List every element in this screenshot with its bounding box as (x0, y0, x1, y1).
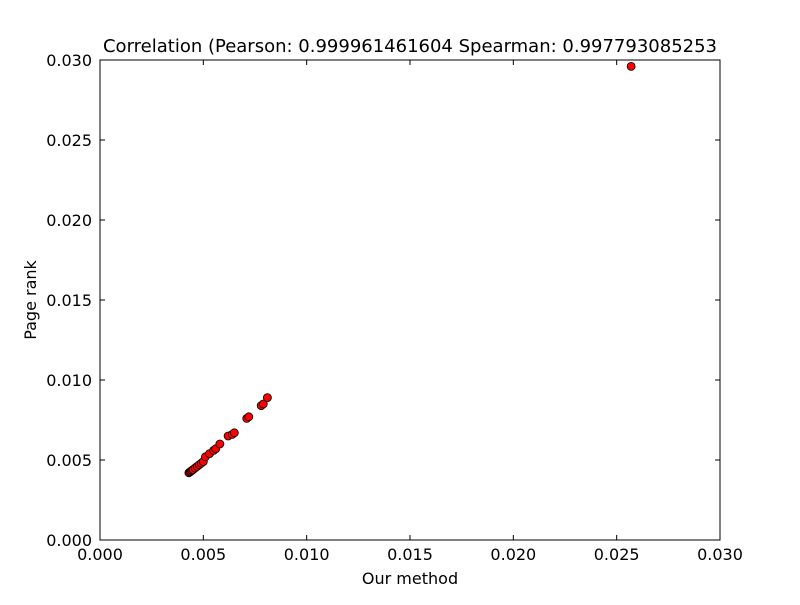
y-tick-label: 0.005 (46, 451, 92, 470)
y-tick-label: 0.020 (46, 211, 92, 230)
x-axis-label: Our method (362, 569, 458, 588)
x-tick-label: 0.015 (387, 545, 433, 564)
data-point (229, 428, 239, 438)
y-axis-label: Page rank (21, 259, 40, 339)
data-point (262, 393, 272, 403)
axis-ticks: 0.000 0.005 0.010 0.015 0.020 0.025 0.030 0.000… (46, 51, 743, 564)
y-tick-label: 0.015 (46, 291, 92, 310)
x-tick-label: 0.000 (77, 545, 123, 564)
y-tick-label: 0.025 (46, 131, 92, 150)
plot-frame (99, 59, 721, 541)
y-tick-label: 0.030 (46, 51, 92, 70)
data-point (258, 399, 268, 409)
data-points (184, 62, 636, 478)
x-tick-label: 0.005 (180, 545, 226, 564)
data-point (244, 412, 254, 422)
x-tick-label: 0.030 (697, 545, 743, 564)
x-tick-label: 0.025 (594, 545, 640, 564)
x-tick-label: 0.020 (490, 545, 536, 564)
x-tick-label: 0.010 (284, 545, 330, 564)
y-tick-label: 0.010 (46, 371, 92, 390)
data-point (215, 439, 225, 449)
y-tick-label: 0.000 (46, 531, 92, 550)
data-point (626, 62, 636, 71)
chart-title: Correlation (Pearson: 0.999961461604 Spe… (103, 36, 717, 57)
